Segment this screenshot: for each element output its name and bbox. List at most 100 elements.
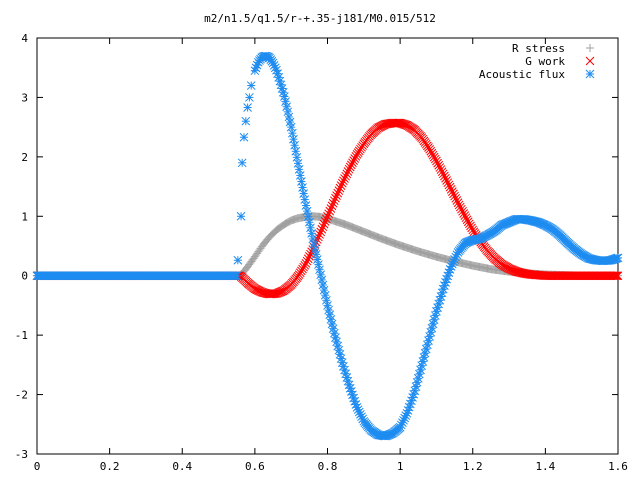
- data-point: [237, 158, 247, 168]
- legend-label: G work: [525, 55, 565, 68]
- data-point: [460, 211, 470, 220]
- data-point: [320, 217, 330, 226]
- data-point: [301, 201, 311, 210]
- data-point: [316, 270, 326, 280]
- y-tick-label: -3: [15, 448, 28, 461]
- data-point: [453, 198, 463, 208]
- data-point: [281, 97, 290, 106]
- x-tick-label: 1.6: [608, 460, 628, 473]
- data-point: [314, 260, 323, 269]
- data-point: [437, 167, 447, 177]
- data-point: [327, 201, 337, 211]
- data-point: [284, 112, 294, 122]
- data-point: [319, 219, 329, 229]
- data-point: [283, 107, 293, 117]
- data-point: [436, 165, 446, 174]
- data-point: [303, 254, 313, 264]
- data-point: [307, 229, 316, 238]
- data-point: [451, 193, 461, 203]
- data-point: [243, 103, 252, 112]
- legend-marker: [585, 69, 595, 79]
- data-point: [440, 171, 449, 181]
- data-point: [311, 250, 321, 259]
- data-point: [454, 200, 464, 210]
- data-point: [441, 173, 450, 183]
- data-point: [329, 196, 339, 206]
- legend-marker: [586, 44, 594, 52]
- y-tick-label: -2: [15, 389, 28, 402]
- data-point: [315, 230, 324, 239]
- data-point: [325, 206, 335, 216]
- data-point: [609, 271, 618, 281]
- data-point: [438, 169, 448, 179]
- data-point: [433, 158, 442, 168]
- data-point: [333, 188, 343, 198]
- data-point: [444, 180, 454, 190]
- data-point: [316, 227, 326, 237]
- data-point: [450, 191, 459, 201]
- data-point: [340, 174, 349, 183]
- x-tick-label: 1.4: [535, 460, 555, 473]
- data-point: [428, 150, 438, 160]
- data-point: [399, 119, 408, 129]
- data-point: [336, 181, 346, 190]
- data-point: [455, 202, 465, 212]
- data-point: [345, 162, 355, 172]
- data-point: [322, 295, 331, 305]
- data-point: [326, 315, 336, 324]
- data-point: [449, 189, 458, 199]
- data-point: [466, 221, 475, 231]
- data-point: [611, 271, 621, 281]
- x-tick-label: 0.8: [318, 460, 338, 473]
- data-point: [299, 262, 309, 272]
- series-acoustic-flux: [32, 51, 623, 441]
- data-point: [239, 132, 249, 142]
- data-point: [285, 117, 295, 127]
- plot-frame: [36, 37, 619, 455]
- data-point: [343, 167, 353, 176]
- data-point: [613, 253, 623, 263]
- legend-marker: [585, 56, 595, 66]
- data-point: [445, 182, 455, 192]
- data-point: [452, 196, 462, 205]
- data-point: [426, 146, 436, 156]
- data-point: [447, 187, 457, 196]
- data-point: [297, 177, 306, 186]
- data-point: [337, 178, 347, 188]
- data-point: [328, 198, 338, 208]
- data-point: [467, 223, 476, 233]
- data-point: [255, 246, 264, 255]
- data-point: [245, 93, 254, 102]
- data-point: [435, 163, 445, 172]
- data-point: [443, 178, 453, 188]
- data-point: [267, 230, 276, 239]
- data-point: [318, 280, 328, 290]
- x-tick-label: 0: [34, 460, 41, 473]
- data-point: [341, 171, 351, 181]
- data-point: [302, 256, 312, 266]
- data-point: [430, 154, 440, 164]
- data-point: [334, 186, 344, 195]
- y-tick-label: 1: [21, 210, 28, 223]
- x-tick-label: 0.6: [245, 460, 265, 473]
- y-tick-label: -1: [15, 329, 28, 342]
- legend-label: R stress: [512, 42, 565, 55]
- data-point: [613, 271, 623, 281]
- data-point: [464, 219, 474, 229]
- data-point: [421, 344, 431, 354]
- x-tick-label: 0.4: [172, 460, 192, 473]
- data-point: [457, 204, 466, 214]
- data-point: [314, 232, 323, 242]
- data-point: [349, 156, 358, 165]
- data-point: [241, 116, 251, 126]
- data-point: [612, 271, 622, 281]
- data-point: [432, 156, 441, 166]
- data-point: [339, 176, 348, 186]
- data-point: [308, 234, 318, 244]
- data-point: [346, 160, 356, 170]
- data-point: [300, 260, 310, 270]
- data-point: [282, 102, 292, 112]
- data-point: [232, 271, 242, 281]
